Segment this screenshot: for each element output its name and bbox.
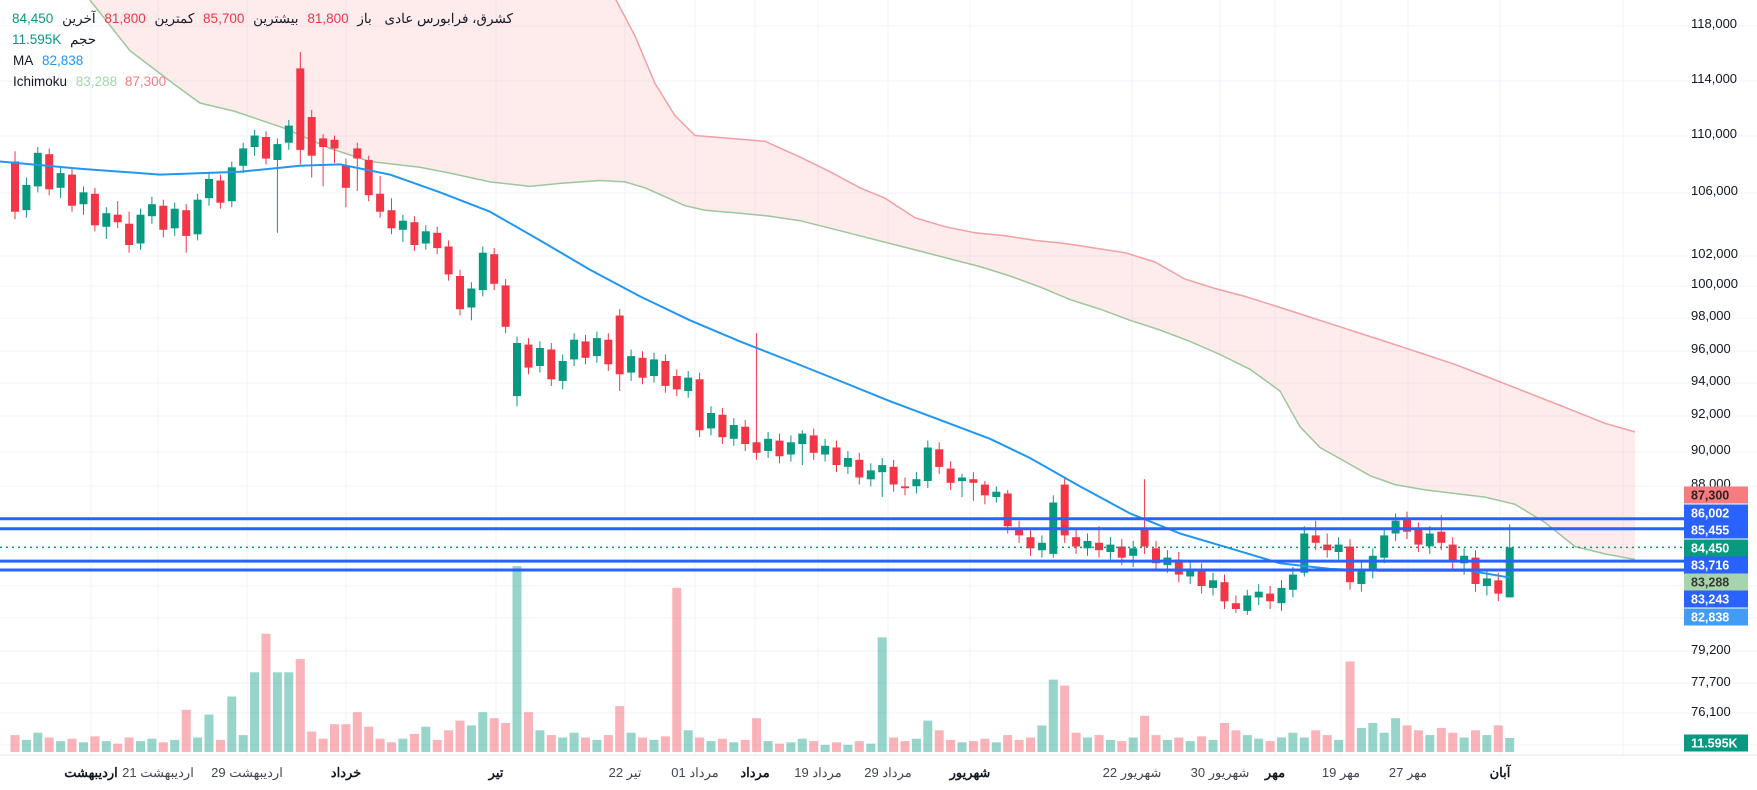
open-label: باز [357, 11, 372, 26]
svg-text:01 مرداد: 01 مرداد [671, 765, 718, 781]
svg-text:100,000: 100,000 [1691, 276, 1738, 291]
legend-ma-row: MA 82,838 [10, 50, 513, 71]
svg-text:114,000: 114,000 [1691, 71, 1737, 86]
price-axis-label[interactable]: 11.595K [1684, 734, 1748, 752]
svg-text:30 شهریور: 30 شهریور [1191, 765, 1250, 781]
svg-text:مرداد: مرداد [740, 765, 769, 781]
ichimoku-label: Ichimoku [13, 74, 68, 89]
svg-text:29 اردیبهشت: 29 اردیبهشت [211, 765, 283, 781]
price-axis-label[interactable]: 83,716 [1684, 556, 1748, 574]
svg-text:22 تیر: 22 تیر [609, 765, 642, 781]
volume-label: حجم [70, 32, 97, 47]
price-axis-label[interactable]: 87,300 [1684, 486, 1748, 504]
ma-label: MA [13, 53, 34, 68]
open-value: 81,800 [307, 11, 349, 26]
svg-text:76,100: 76,100 [1691, 704, 1731, 719]
volume-bars [10, 566, 1515, 752]
svg-text:85,455: 85,455 [1691, 524, 1729, 538]
svg-text:90,000: 90,000 [1691, 442, 1731, 457]
svg-text:83,243: 83,243 [1691, 593, 1729, 607]
legend-ohlc-row: کشرق، فرابورس عادی باز 81,800 بیشترین 85… [10, 8, 513, 29]
svg-text:94,000: 94,000 [1691, 373, 1731, 388]
price-axis-label[interactable]: 86,002 [1684, 504, 1748, 522]
ichimoku-senkou-b-line [615, 0, 1636, 433]
svg-text:19 مهر: 19 مهر [1322, 765, 1360, 781]
svg-text:22 شهریور: 22 شهریور [1103, 765, 1162, 781]
svg-text:تیر: تیر [488, 765, 504, 781]
time-axis-labels: اردیبهشت 21 اردیبهشت 29 اردیبهشت خرداد تیر 22… [64, 764, 1512, 781]
grid-lines [0, 0, 1757, 755]
ichimoku-senkou-a-line [89, 0, 1636, 561]
price-axis-label[interactable]: 83,243 [1684, 590, 1748, 608]
symbol-title: کشرق، فرابورس عادی [384, 11, 513, 26]
svg-text:106,000: 106,000 [1691, 183, 1738, 198]
svg-text:82,838: 82,838 [1691, 611, 1729, 625]
low-value: 81,800 [104, 11, 146, 26]
svg-text:19 مرداد: 19 مرداد [794, 765, 841, 781]
price-axis-label[interactable]: 85,455 [1684, 521, 1748, 539]
volume-value: 11.595K [12, 32, 62, 47]
legend-volume-row: حجم 11.595K [10, 29, 513, 50]
svg-text:84,450: 84,450 [1691, 542, 1729, 556]
svg-text:11.595K: 11.595K [1691, 737, 1738, 751]
price-axis-ticks: 118,000 114,000 110,000 106,000 102,000 100,0… [1691, 16, 1738, 719]
ichimoku-cloud [90, 0, 1635, 560]
ma-value: 82,838 [42, 53, 84, 68]
svg-text:102,000: 102,000 [1691, 246, 1738, 261]
candles [11, 52, 1514, 615]
chart-legend: کشرق، فرابورس عادی باز 81,800 بیشترین 85… [10, 8, 513, 92]
ma-line [0, 160, 1511, 579]
svg-text:21 اردیبهشت: 21 اردیبهشت [122, 765, 194, 781]
time-axis-strip[interactable] [0, 755, 1757, 790]
svg-text:79,200: 79,200 [1691, 642, 1731, 657]
price-axis-label[interactable]: 83,288 [1684, 573, 1748, 591]
svg-text:آبان: آبان [1490, 764, 1512, 780]
ichimoku-senkou-a-value: 83,288 [75, 74, 118, 89]
high-value: 85,700 [203, 11, 245, 26]
svg-text:110,000: 110,000 [1691, 126, 1737, 141]
legend-ichimoku-row: Ichimoku 83,288 87,300 [10, 71, 513, 92]
svg-text:118,000: 118,000 [1691, 16, 1737, 31]
svg-text:خرداد: خرداد [331, 765, 361, 781]
ichimoku-senkou-b-value: 87,300 [124, 74, 167, 89]
svg-text:مهر: مهر [1264, 765, 1285, 781]
price-axis-label[interactable]: 84,450 [1684, 539, 1748, 557]
svg-text:92,000: 92,000 [1691, 406, 1731, 421]
high-label: بیشترین [253, 11, 299, 26]
last-label: آخرین [62, 11, 96, 26]
svg-text:86,002: 86,002 [1691, 507, 1729, 521]
svg-text:83,288: 83,288 [1691, 576, 1729, 590]
svg-text:27 مهر: 27 مهر [1389, 765, 1427, 781]
svg-text:اردیبهشت: اردیبهشت [64, 765, 118, 781]
svg-text:98,000: 98,000 [1691, 308, 1731, 323]
low-label: کمترین [154, 11, 195, 26]
svg-text:شهریور: شهریور [949, 765, 991, 781]
price-axis-label[interactable]: 82,838 [1684, 608, 1748, 626]
svg-text:83,716: 83,716 [1691, 559, 1729, 573]
svg-text:96,000: 96,000 [1691, 341, 1731, 356]
svg-text:77,700: 77,700 [1691, 674, 1731, 689]
svg-text:29 مرداد: 29 مرداد [864, 765, 911, 781]
svg-text:87,300: 87,300 [1691, 489, 1729, 503]
last-value: 84,450 [12, 11, 54, 26]
